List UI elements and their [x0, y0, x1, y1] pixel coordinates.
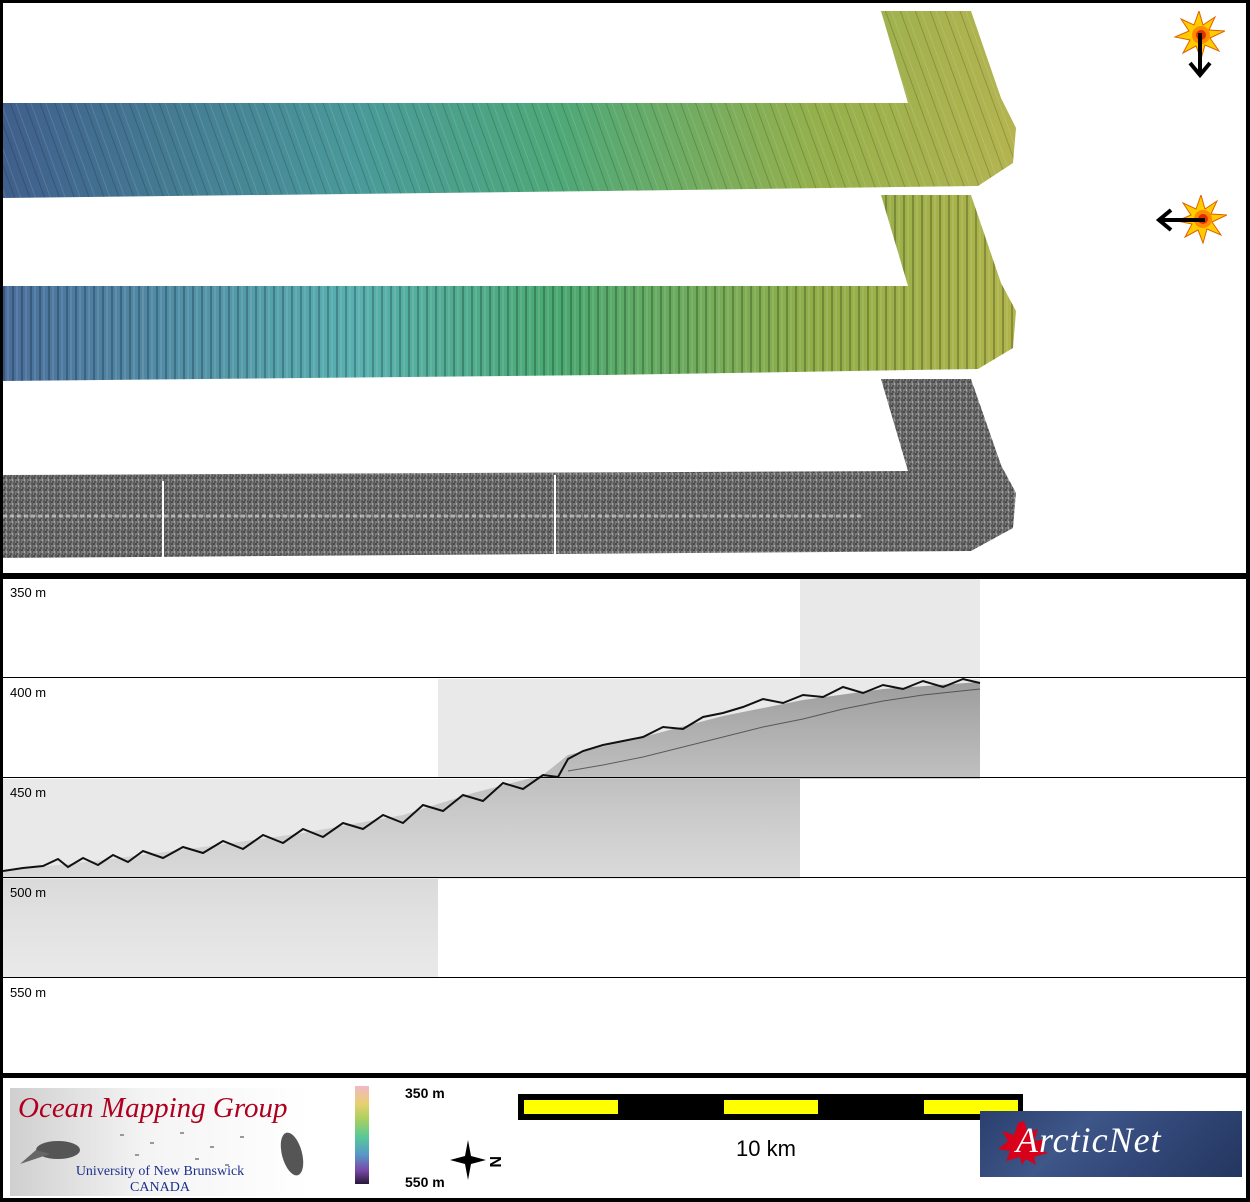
- bathymetry-swath-north-lit: [3, 11, 1016, 198]
- depth-label-450: 450 m: [10, 785, 47, 800]
- scale-segment: [524, 1100, 618, 1114]
- swath-panel: [3, 3, 1246, 573]
- maple-leaf-icon: [998, 1121, 1048, 1165]
- arcticnet-logo-text: ArcticNet: [1016, 1120, 1162, 1160]
- bathymetry-swath-east-lit: [3, 195, 1016, 381]
- backscatter-swath: [3, 379, 1016, 559]
- depth-gridline: [3, 977, 1246, 978]
- scale-label: 10 km: [736, 1136, 796, 1161]
- depth-label-500: 500 m: [10, 885, 47, 900]
- depth-colorbar: [355, 1086, 369, 1184]
- depth-gridline: [3, 777, 1246, 778]
- arrow-down-icon: [1186, 31, 1214, 84]
- seabed-profile: [3, 677, 981, 977]
- depth-label-400: 400 m: [10, 685, 47, 700]
- omg-logo-graphic: [20, 1132, 304, 1176]
- subbottom-profile-panel: 350 m 400 m 450 m 500 m 550 m: [3, 579, 1246, 1073]
- scale-segment: [724, 1100, 818, 1114]
- north-label: N: [486, 1156, 503, 1168]
- arcticnet-logo: ArcticNet: [980, 1111, 1242, 1177]
- scale-segment: [924, 1100, 1018, 1114]
- depth-label-550: 550 m: [10, 985, 47, 1000]
- arrow-left-icon: [1155, 207, 1207, 238]
- omg-logo-title: Ocean Mapping Group: [18, 1092, 288, 1124]
- north-arrow-icon: N: [446, 1140, 510, 1180]
- scale-bar: [518, 1094, 1023, 1120]
- seabed-line: [3, 677, 981, 872]
- omg-logo-country: CANADA: [130, 1180, 190, 1195]
- colorbar-bottom-label: 550 m: [405, 1174, 445, 1190]
- depth-label-350: 350 m: [10, 585, 47, 600]
- depth-gridline: [3, 877, 1246, 878]
- swath-mosaics: [3, 11, 1016, 559]
- legend-footer: Ocean Mapping Group University of New Br…: [3, 1078, 1246, 1198]
- omg-logo-university: University of New Brunswick: [75, 1164, 245, 1179]
- depth-gridline: [3, 677, 1246, 678]
- ocean-mapping-group-logo: Ocean Mapping Group University of New Br…: [10, 1088, 310, 1196]
- colorbar-top-label: 350 m: [405, 1085, 445, 1101]
- profile-ping-block: [800, 579, 980, 677]
